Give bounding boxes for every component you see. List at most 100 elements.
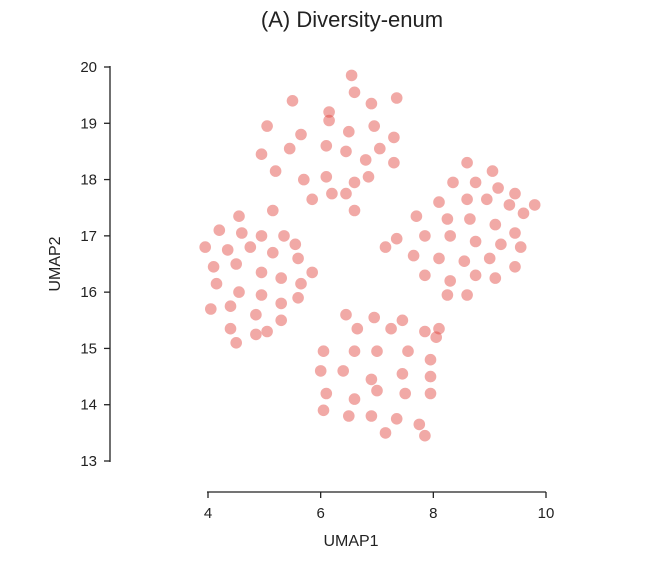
scatter-point: [509, 261, 521, 273]
scatter-point: [413, 418, 426, 431]
scatter-point: [205, 303, 217, 315]
scatter-point: [368, 311, 381, 324]
y-tick-label: 18: [80, 172, 97, 189]
scatter-point: [340, 308, 352, 321]
scatter-point: [326, 187, 338, 200]
scatter-point: [481, 193, 493, 206]
scatter-point: [199, 241, 211, 253]
scatter-point: [396, 314, 409, 327]
x-tick-label: 8: [429, 505, 437, 522]
scatter-point: [402, 345, 414, 358]
scatter-point: [371, 345, 383, 358]
scatter-point: [385, 322, 397, 335]
scatter-point: [461, 193, 473, 206]
scatter-point: [348, 345, 361, 358]
y-tick-label: 14: [80, 397, 97, 414]
y-tick-label: 13: [80, 453, 97, 470]
scatter-point: [221, 244, 234, 256]
scatter-point: [419, 325, 431, 338]
scatter-point: [396, 368, 409, 380]
scatter-point: [469, 269, 482, 282]
chart-title: (A) Diversity-enum: [261, 7, 443, 32]
scatter-point: [306, 193, 319, 206]
scatter-point: [388, 131, 400, 144]
scatter-point: [407, 249, 420, 262]
scatter-point: [320, 140, 333, 152]
scatter-point: [514, 241, 527, 253]
scatter-point: [267, 246, 279, 259]
scatter-point: [390, 92, 403, 104]
scatter-point: [368, 120, 381, 132]
scatter-point: [244, 241, 257, 253]
scatter-point: [289, 238, 302, 251]
scatter-point: [388, 156, 400, 169]
scatter-point: [495, 238, 507, 251]
scatter-point: [433, 322, 445, 335]
x-ticks-layer: 4 6 8 10: [204, 492, 555, 522]
scatter-point: [399, 387, 412, 400]
scatter-point: [483, 252, 496, 265]
scatter-point: [461, 289, 473, 301]
x-tick-label: 6: [316, 505, 324, 522]
scatter-point: [292, 252, 304, 265]
scatter-point: [379, 427, 392, 439]
scatter-point: [365, 410, 378, 422]
x-tick-label: 10: [538, 505, 555, 522]
scatter-point: [236, 227, 248, 239]
scatter-point: [469, 235, 482, 248]
scatter-point: [320, 387, 333, 400]
scatter-point: [320, 171, 333, 183]
scatter-point: [430, 331, 443, 344]
scatter-point: [233, 210, 245, 222]
scatter-point: [207, 261, 220, 273]
scatter-point: [458, 255, 471, 267]
scatter-point: [365, 97, 378, 110]
scatter-point: [528, 199, 541, 211]
scatter-point: [210, 277, 223, 290]
scatter-point: [306, 266, 319, 279]
scatter-point: [275, 314, 288, 327]
scatter-point: [317, 404, 330, 417]
scatter-point: [362, 171, 375, 183]
scatter-point: [230, 337, 242, 349]
scatter-point: [419, 269, 431, 282]
scatter-point: [213, 224, 226, 236]
scatter-point: [295, 128, 307, 141]
scatter-point: [371, 384, 383, 397]
scatter-point: [492, 182, 504, 194]
scatter-point: [283, 142, 296, 155]
scatter-point: [509, 187, 521, 200]
scatter-point: [489, 272, 502, 284]
scatter-point: [250, 328, 262, 341]
points-layer: [199, 69, 541, 442]
scatter-point: [365, 373, 378, 386]
scatter-point: [489, 218, 502, 231]
scatter-point: [314, 365, 327, 377]
scatter-point: [441, 289, 454, 301]
scatter-point: [337, 365, 350, 377]
y-tick-label: 17: [80, 228, 97, 245]
scatter-point: [348, 176, 361, 189]
scatter-point: [343, 410, 355, 422]
scatter-point: [444, 230, 457, 242]
y-tick-label: 19: [80, 115, 97, 132]
scatter-point: [444, 275, 457, 287]
scatter-point: [323, 114, 335, 127]
scatter-point: [275, 297, 288, 310]
scatter-point: [292, 292, 304, 304]
scatter-point: [424, 370, 437, 383]
scatter-point: [269, 165, 282, 177]
scatter-point: [374, 142, 386, 155]
scatter-point: [286, 95, 299, 107]
scatter-point: [433, 196, 445, 208]
scatter-point: [261, 325, 273, 338]
y-ticks-layer: 13 14 15 16 17 18 19 20: [80, 59, 110, 470]
x-tick-label: 4: [204, 505, 212, 522]
scatter-point: [359, 154, 372, 166]
scatter-point: [250, 308, 262, 321]
scatter-point: [278, 230, 290, 242]
scatter-point: [517, 207, 530, 220]
x-axis-label: UMAP1: [323, 533, 378, 550]
